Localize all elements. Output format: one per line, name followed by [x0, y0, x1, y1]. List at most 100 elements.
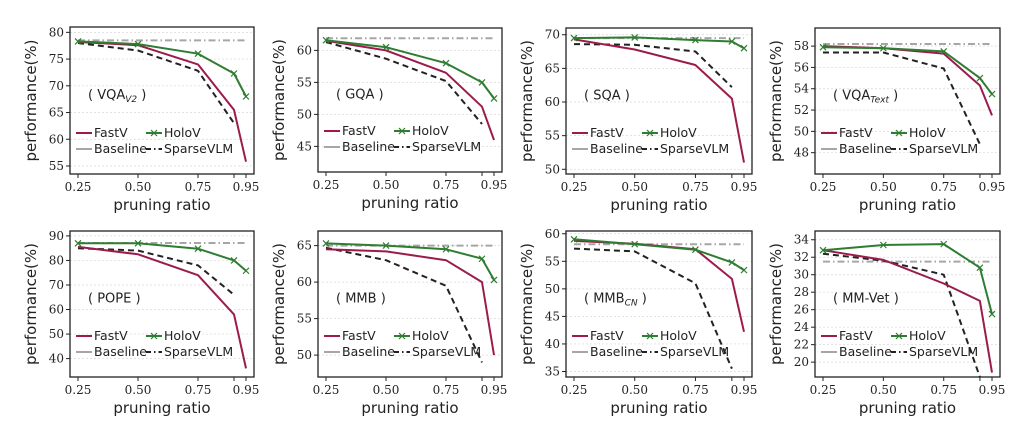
dataset-annotation: ( SQA )	[584, 89, 630, 104]
series-line-sparsevlm	[822, 252, 981, 378]
legend: FastV HoloV Baseline SparseVLM	[572, 125, 729, 156]
series-line-fastv	[573, 38, 745, 163]
marker-stroke	[940, 48, 948, 55]
x-tick-label: 0.75	[185, 383, 212, 397]
series-line-fastv	[325, 248, 495, 356]
annotation-subscript: V2	[125, 95, 137, 105]
annotation-title: SQA	[593, 89, 620, 104]
legend-label: SparseVLM	[412, 344, 481, 359]
y-tick-label: 26	[794, 303, 809, 317]
annotation-title: POPE	[97, 292, 131, 307]
annotation-open: (	[336, 88, 345, 103]
legend-label: SparseVLM	[909, 344, 978, 359]
legend-label: SparseVLM	[164, 141, 233, 156]
legend-item-baseline: Baseline	[76, 344, 147, 359]
marker-holov	[230, 70, 238, 77]
y-axis-label: performance(%)	[22, 39, 40, 161]
annotation-subscript: CN	[625, 299, 638, 309]
legend-item-sparsevlm: SparseVLM	[146, 344, 233, 359]
annotation-open: (	[584, 89, 593, 104]
series-line-sparsevlm	[77, 42, 235, 124]
marker-holov	[74, 239, 82, 247]
series-line-sparsevlm	[573, 247, 733, 370]
marker-stroke	[322, 36, 330, 44]
x-tick-label: 0.75	[433, 178, 460, 192]
annotation-close: )	[374, 88, 383, 103]
marker-stroke	[490, 94, 498, 102]
x-tick-label: 0.95	[731, 383, 758, 397]
x-tick-label: 0.75	[930, 383, 957, 397]
annotation-close: )	[621, 89, 630, 104]
y-axis-label: performance(%)	[22, 243, 40, 365]
legend-label: SparseVLM	[164, 344, 233, 359]
marker-holov	[819, 246, 827, 254]
legend-item-baseline: Baseline	[572, 344, 643, 359]
legend-item-sparsevlm: SparseVLM	[891, 344, 978, 359]
legend-label: FastV	[342, 328, 376, 343]
legend-item-fastv: FastV	[821, 328, 873, 343]
annotation-close: )	[137, 88, 146, 103]
legend-label: Baseline	[839, 344, 892, 359]
y-tick-label: 60	[49, 303, 64, 317]
x-tick-label: 0.25	[313, 178, 340, 192]
series-line-fastv	[325, 39, 495, 141]
y-axis-label: performance(%)	[518, 40, 536, 162]
marker-stroke	[134, 40, 142, 48]
marker-holov	[442, 245, 450, 253]
subplot-2: 45 50 55 60 0.25 0.50 0.75 0.95 pruning ratio per…	[270, 27, 507, 212]
marker-stroke	[728, 258, 736, 266]
legend-label: HoloV	[660, 328, 697, 343]
marker-holov	[879, 241, 887, 249]
legend-item-fastv: FastV	[324, 328, 376, 343]
marker-holov	[879, 44, 887, 52]
subplot-8: 20 22 24 26 28 30 32 34 0.25 0.50 0.75 0.95 pruning …	[767, 230, 1005, 417]
annotation-open: (	[833, 292, 842, 307]
marker-stroke	[692, 36, 699, 44]
y-tick-label: 40	[545, 337, 560, 351]
y-tick-label: 52	[794, 103, 809, 117]
legend-label: FastV	[839, 328, 873, 343]
subplot-5: 40 50 60 70 80 90 0.25 0.50 0.75 0.95 pruning rati…	[22, 229, 259, 417]
y-tick-label: 32	[794, 250, 809, 264]
annotation-open: (	[584, 292, 593, 307]
marker-holov	[940, 240, 948, 248]
marker-stroke	[478, 78, 486, 86]
annotation-title: MMB	[593, 292, 624, 307]
marker-holov	[382, 242, 390, 250]
marker-holov	[570, 34, 578, 42]
subplot-3: 50 55 60 65 70 0.25 0.50 0.75 0.95 pruning ratio p…	[518, 27, 757, 214]
legend-item-sparsevlm: SparseVLM	[642, 344, 729, 359]
legend-item-baseline: Baseline	[76, 141, 147, 156]
y-tick-label: 54	[794, 82, 810, 96]
x-axis-label: pruning ratio	[859, 399, 956, 417]
subplot-1: 55 60 65 70 75 80 0.25 0.50 0.75 0.95 pruning rati…	[22, 25, 259, 214]
x-axis-label: pruning ratio	[610, 399, 707, 417]
y-tick-label: 24	[794, 320, 810, 334]
y-tick-label: 55	[545, 254, 560, 268]
x-axis-label: pruning ratio	[113, 196, 210, 214]
legend-item-fastv: FastV	[821, 125, 873, 140]
dataset-annotation: ( VQAText )	[833, 89, 898, 106]
x-tick-label: 0.50	[870, 383, 897, 397]
y-axis-label: performance(%)	[518, 243, 536, 365]
legend-item-baseline: Baseline	[821, 344, 892, 359]
dataset-annotation: ( GQA )	[336, 88, 384, 103]
legend-item-baseline: Baseline	[324, 139, 395, 154]
marker-holov	[740, 44, 748, 52]
marker-stroke	[631, 33, 639, 41]
series-line-fastv	[77, 245, 247, 369]
series-line-fastv	[822, 45, 993, 116]
y-tick-label: 55	[49, 159, 64, 173]
marker-stroke	[442, 59, 450, 67]
x-tick-label: 0.25	[313, 383, 340, 397]
marker-holov	[134, 40, 142, 48]
marker-holov	[194, 50, 202, 58]
legend-label: HoloV	[412, 123, 449, 138]
dataset-annotation: ( VQAV2 )	[88, 88, 146, 105]
marker-holov	[976, 74, 984, 82]
y-tick-label: 75	[49, 52, 64, 66]
series-line-fastv	[573, 239, 745, 333]
legend-label: SparseVLM	[909, 141, 978, 156]
axes-frame	[69, 26, 255, 175]
x-axis-label: pruning ratio	[361, 194, 458, 212]
